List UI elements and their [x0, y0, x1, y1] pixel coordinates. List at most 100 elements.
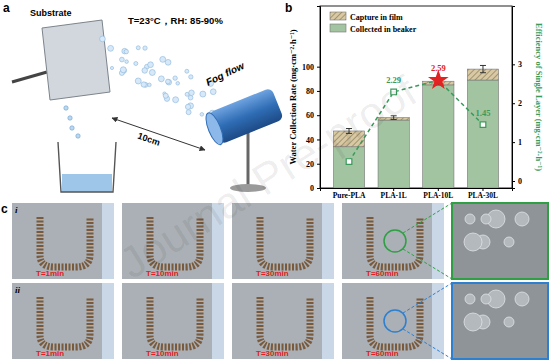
tick-label: PLA-1L [381, 191, 407, 200]
tick-label: Pure-PLA [333, 191, 366, 200]
error-bar [480, 65, 486, 72]
photo-background [232, 203, 334, 279]
tick-label: PLA-30L [468, 191, 498, 200]
panel-b: b2.292.591.450204060801000123Pure-PLAPLA… [285, 1, 544, 200]
photo: T=30min [232, 203, 334, 279]
legend-label: Collected in beaker [350, 25, 417, 34]
tick-label: 60 [306, 111, 314, 120]
tick-mark [512, 142, 515, 143]
panel-c: ciT=1minT=10minT=30minT=60miniiT=1minT=1… [1, 202, 548, 359]
beaker [58, 142, 116, 192]
droplet [108, 45, 114, 51]
photo: T=10min [122, 203, 224, 279]
y-axis: 0 20 40 60 80 100 [302, 7, 321, 194]
photo: iiT=1min [12, 283, 114, 359]
error-bar [346, 129, 352, 134]
falling-drop [70, 126, 74, 130]
substrate-label: Substrate [30, 8, 72, 18]
distance-arrow [112, 118, 205, 150]
droplet [186, 110, 191, 115]
sample [370, 297, 420, 347]
error-bar [391, 116, 397, 120]
error-cap [346, 133, 352, 134]
tick: 40 [306, 136, 320, 145]
machine-base [230, 184, 266, 192]
fog-machine [203, 88, 284, 147]
tick: 3 [512, 60, 522, 69]
droplet [185, 104, 190, 109]
time-label: T=10min [146, 349, 179, 358]
photo-strip [322, 203, 334, 279]
time-label: T=30min [256, 269, 289, 278]
marker [346, 159, 352, 165]
droplet [142, 68, 148, 74]
bar [333, 131, 364, 147]
droplet [189, 75, 193, 79]
zoom-connector [403, 203, 452, 233]
bar [378, 120, 409, 188]
tick: 80 [306, 87, 320, 96]
droplet [185, 69, 189, 73]
machine-nozzle [203, 111, 227, 147]
droplet [200, 91, 206, 97]
zoom-droplet [464, 313, 482, 331]
tick-mark [512, 64, 515, 65]
tick-label: 20 [306, 160, 314, 169]
zoom-droplet [465, 214, 475, 224]
tick-label: 100 [302, 63, 314, 72]
droplet [143, 46, 147, 50]
tick-mark [317, 91, 320, 92]
time-label: T=60min [366, 349, 399, 358]
droplet [124, 49, 128, 53]
beaker-water [62, 174, 112, 192]
tick-label: 0 [310, 184, 314, 193]
droplet [141, 82, 146, 87]
photo-strip [322, 283, 334, 359]
sample [150, 217, 200, 267]
photo-strip [212, 203, 224, 279]
droplet [166, 79, 171, 84]
machine-stand [247, 128, 250, 186]
plot-frame [320, 6, 512, 188]
tick: PLA-10L [423, 188, 453, 200]
droplet [163, 93, 168, 98]
tick-mark [512, 103, 515, 104]
tick: 1 [512, 138, 522, 147]
substrate-arm [12, 72, 47, 82]
data-label: 2.29 [386, 75, 401, 85]
error-cap [480, 72, 486, 73]
row-label: i [15, 205, 18, 215]
tick-label: 3 [518, 60, 522, 69]
tick-mark [317, 139, 320, 140]
bar [423, 85, 454, 188]
time-label: T=1min [36, 349, 64, 358]
droplet [160, 56, 166, 62]
zoom-droplet [504, 317, 514, 327]
tick-mark [317, 67, 320, 68]
photo-background [12, 283, 114, 359]
sample [370, 217, 420, 267]
error-stem [393, 116, 394, 120]
droplet [166, 79, 172, 85]
tick: Pure-PLA [333, 188, 366, 200]
droplet [120, 57, 125, 62]
time-label: T=1min [36, 269, 64, 278]
time-label: T=60min [366, 269, 399, 278]
y2-axis-line [513, 7, 516, 189]
droplet [165, 59, 171, 65]
tick-label: PLA-10L [423, 191, 453, 200]
photo-background [342, 283, 444, 359]
photo-background [122, 283, 224, 359]
zoom-droplet [515, 292, 529, 306]
droplet [173, 97, 179, 103]
y2-axis-title: Efficiency of Single Layer (mg·cm⁻²·h⁻¹) [534, 23, 544, 171]
tick-label: 2 [518, 99, 522, 108]
tick-mark [317, 164, 320, 165]
error-cap [391, 115, 397, 116]
tick: 20 [306, 160, 320, 169]
droplet [189, 90, 195, 96]
error-cap [391, 119, 397, 120]
photo: T=60min [342, 283, 444, 359]
droplet [176, 82, 180, 86]
bar [333, 147, 364, 188]
